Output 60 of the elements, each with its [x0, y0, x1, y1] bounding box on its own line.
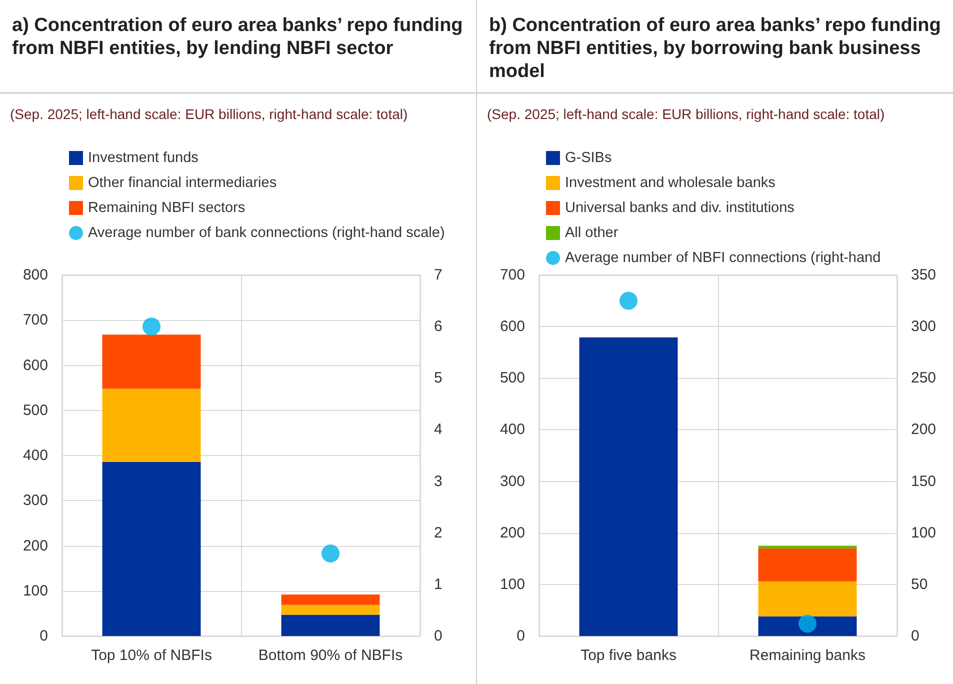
y-tick-label: 300 — [500, 472, 525, 490]
y-tick-label: 100 — [500, 576, 525, 593]
y2-tick-label: 250 — [911, 370, 936, 387]
legend-label: Universal banks and div. institutions — [565, 200, 794, 216]
y-tick-label: 500 — [22, 402, 48, 419]
bar — [102, 462, 201, 636]
y-tick-label: 200 — [22, 537, 48, 554]
y-tick-label: 700 — [22, 312, 48, 329]
bar — [758, 546, 857, 548]
y2-tick-label: 4 — [434, 421, 442, 438]
y-tick-label: 200 — [500, 524, 525, 542]
y-tick-label: 600 — [500, 318, 525, 336]
y-tick-label: 800 — [22, 266, 48, 284]
bar — [758, 581, 857, 616]
bar — [281, 614, 380, 636]
y-tick-label: 500 — [500, 370, 525, 387]
legend-label: Average number of NBFI connections (right-hand — [565, 250, 881, 266]
y2-tick-label: 0 — [434, 628, 442, 644]
y2-tick-label: 350 — [911, 266, 936, 284]
bar — [281, 604, 380, 615]
bar — [281, 594, 380, 605]
legend-label: Investment funds — [88, 150, 198, 166]
y-tick-label: 400 — [22, 447, 48, 464]
chart-subtitle: (Sep. 2025; left-hand scale: EUR billions, right-hand scale: total) — [9, 105, 409, 122]
y-tick-label: 0 — [40, 628, 48, 644]
y2-tick-label: 150 — [911, 472, 936, 490]
legend-label: Investment and wholesale banks — [565, 175, 776, 191]
y2-tick-label: 3 — [434, 472, 442, 490]
x-tick-label: Remaining banks — [750, 647, 866, 664]
bar — [102, 388, 201, 462]
chart-subtitle: (Sep. 2025; left-hand scale: EUR billions, right-hand scale: total) — [486, 105, 886, 122]
y-tick-label: 100 — [22, 582, 48, 600]
y2-tick-label: 50 — [911, 576, 928, 593]
y2-tick-label: 200 — [911, 421, 936, 438]
y-tick-label: 300 — [22, 492, 48, 510]
y2-tick-label: 1 — [434, 576, 442, 593]
y2-tick-label: 300 — [911, 318, 936, 336]
y2-tick-label: 6 — [434, 318, 442, 336]
y2-tick-label: 2 — [434, 524, 442, 542]
bar — [758, 548, 857, 582]
bar — [102, 334, 201, 389]
x-tick-label: Bottom 90% of NBFIs — [258, 647, 403, 664]
y2-tick-label: 5 — [434, 370, 442, 387]
y2-tick-label: 0 — [911, 628, 920, 644]
legend-label: Remaining NBFI sectors — [88, 200, 246, 216]
legend-label: G-SIBs — [565, 150, 612, 166]
bar — [579, 337, 678, 636]
legend-label: All other — [565, 225, 618, 241]
y2-tick-label: 7 — [434, 266, 442, 284]
y-tick-label: 400 — [500, 421, 525, 438]
y-tick-label: 700 — [500, 266, 525, 284]
chart-title: a) Concentration of euro area banks’ repo funding from NBFI entities, by lending NBFI sector — [0, 0, 476, 94]
chart-title: b) Concentration of euro area banks’ repo funding from NBFI entities, by borrowing bank business model — [477, 0, 953, 94]
x-tick-label: Top 10% of NBFIs — [91, 647, 212, 664]
y2-tick-label: 100 — [911, 524, 936, 542]
x-tick-label: Top five banks — [580, 647, 676, 664]
y-tick-label: 600 — [22, 356, 48, 374]
legend-label: Other financial intermediaries — [88, 175, 277, 191]
y-tick-label: 0 — [516, 628, 525, 644]
legend-label: Average number of bank connections (right-hand scale) — [88, 225, 445, 241]
